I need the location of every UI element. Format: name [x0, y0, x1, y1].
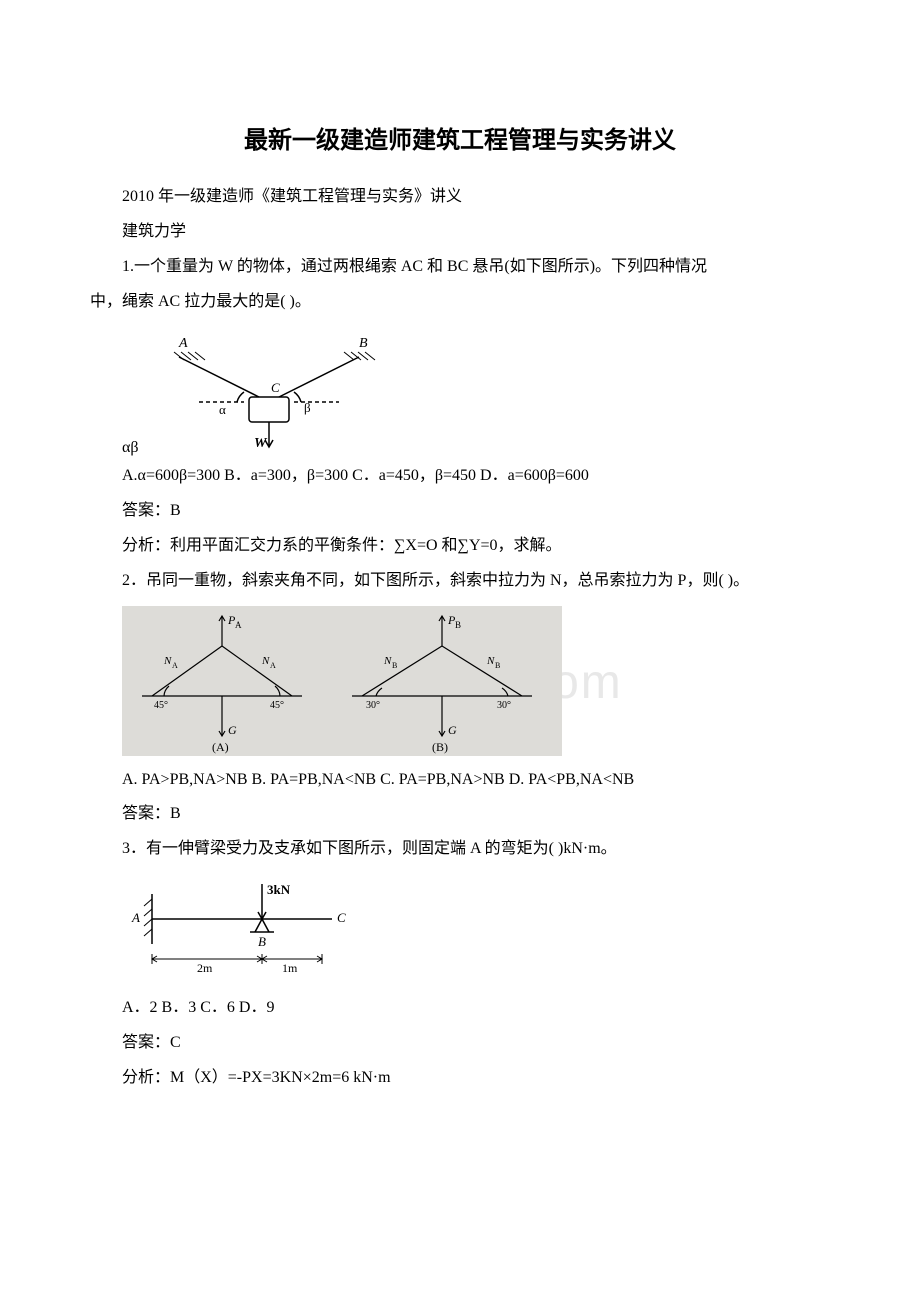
svg-text:45°: 45°	[270, 700, 284, 711]
svg-text:A: A	[172, 661, 178, 670]
q3-answer: 答案：C	[90, 1029, 830, 1058]
fig1-label-beta: β	[304, 400, 311, 415]
q3-options: A．2 B．3 C．6 D．9	[90, 994, 830, 1023]
svg-text:30°: 30°	[366, 700, 380, 711]
fig1-label-alpha: α	[219, 402, 226, 417]
svg-text:(B): (B)	[432, 740, 448, 754]
svg-text:A: A	[235, 620, 242, 630]
svg-text:G: G	[228, 723, 237, 737]
fig1-label-c: C	[271, 380, 280, 395]
q2-text: 2．吊同一重物，斜索夹角不同，如下图所示，斜索中拉力为 N，总吊索拉力为 P，则…	[90, 567, 830, 596]
svg-text:B: B	[455, 620, 461, 630]
q1-analysis: 分析：利用平面汇交力系的平衡条件：∑X=O 和∑Y=0，求解。	[90, 532, 830, 561]
fig1-label-b: B	[359, 336, 368, 351]
svg-text:3kN: 3kN	[267, 882, 291, 897]
q1-text-a: 1.一个重量为 W 的物体，通过两根绳索 AC 和 BC 悬吊(如下图所示)。下…	[90, 253, 830, 282]
svg-text:30°: 30°	[497, 700, 511, 711]
document-content: 最新一级建造师建筑工程管理与实务讲义 2010 年一级建造师《建筑工程管理与实务…	[90, 120, 830, 1092]
svg-text:B: B	[258, 934, 266, 949]
svg-text:G: G	[448, 723, 457, 737]
figure-2: PA PB NA NA NB NB 45° 45° 30° 30° G G (A…	[122, 606, 830, 756]
svg-text:A: A	[270, 661, 276, 670]
page-title: 最新一级建造师建筑工程管理与实务讲义	[90, 120, 830, 163]
svg-text:B: B	[392, 661, 397, 670]
svg-text:B: B	[495, 661, 500, 670]
q1-text-b: 中，绳索 AC 拉力最大的是( )。	[90, 288, 830, 317]
q3-analysis: 分析：M（X）=-PX=3KN×2m=6 kN·m	[90, 1064, 830, 1093]
svg-text:45°: 45°	[154, 700, 168, 711]
svg-text:N: N	[163, 655, 172, 667]
svg-text:2m: 2m	[197, 961, 213, 975]
q2-answer: 答案：B	[90, 800, 830, 829]
svg-text:N: N	[486, 655, 495, 667]
figure-3: 3kN A B C 2m 1m	[122, 874, 830, 984]
svg-text:A: A	[131, 910, 140, 925]
q3-text: 3．有一伸臂梁受力及支承如下图所示，则固定端 A 的弯矩为( )kN·m。	[90, 835, 830, 864]
section-heading: 建筑力学	[90, 218, 830, 247]
figure-1: A B C α β W	[149, 332, 389, 452]
svg-text:(A): (A)	[212, 740, 229, 754]
fig1-label-a: A	[178, 336, 188, 351]
fig1-label-w: W	[254, 436, 268, 451]
svg-text:C: C	[337, 910, 346, 925]
subtitle-line: 2010 年一级建造师《建筑工程管理与实务》讲义	[90, 183, 830, 212]
svg-text:1m: 1m	[282, 961, 298, 975]
q1-options: A.α=600β=300 B．a=300，β=300 C．a=450，β=450…	[90, 462, 830, 491]
q1-alpha-beta-label: αβ	[122, 434, 139, 463]
svg-text:N: N	[261, 655, 270, 667]
q2-options: A. PA>PB,NA>NB B. PA=PB,NA<NB C. PA=PB,N…	[90, 766, 830, 795]
q1-answer: 答案：B	[90, 497, 830, 526]
svg-text:N: N	[383, 655, 392, 667]
